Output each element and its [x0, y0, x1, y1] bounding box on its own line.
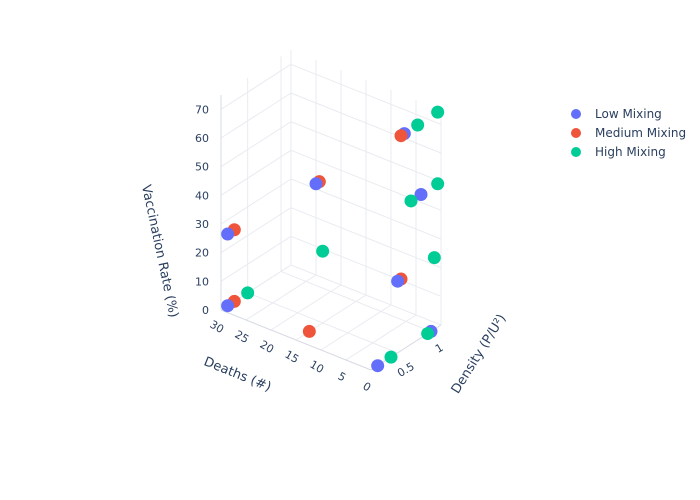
data-point-high-mixing[interactable] — [421, 327, 435, 341]
z-tick-label: 50 — [195, 161, 209, 174]
y-tick-label: 20 — [257, 338, 276, 356]
gridline-left-z — [220, 63, 292, 110]
data-point-low-mixing[interactable] — [371, 359, 385, 373]
data-point-high-mixing[interactable] — [431, 105, 445, 119]
gridline-back-z — [290, 63, 442, 125]
gridline-floor-y — [345, 314, 417, 361]
z-tick-label: 40 — [195, 189, 209, 202]
gridline-left-z — [220, 235, 292, 282]
legend-label-medium-mixing[interactable]: Medium Mixing — [595, 126, 686, 140]
legend-marker-high-mixing[interactable] — [571, 147, 581, 157]
gridline-back-z — [290, 207, 442, 269]
data-point-high-mixing[interactable] — [241, 286, 255, 300]
z-tick-label: 20 — [195, 247, 209, 260]
gridline-left-z — [220, 149, 292, 196]
point-layer[interactable] — [221, 105, 445, 373]
gridline-back-z — [290, 235, 442, 297]
y-tick-label: 15 — [282, 348, 301, 366]
data-point-medium-mixing[interactable] — [394, 129, 408, 143]
legend-marker-medium-mixing[interactable] — [571, 128, 581, 138]
y-tick-label: 0 — [360, 380, 373, 395]
gridline-floor-x — [247, 292, 398, 354]
x-tick-label: 1 — [433, 341, 446, 356]
y-tick-label: 10 — [307, 358, 326, 376]
data-point-high-mixing[interactable] — [431, 177, 445, 191]
data-point-high-mixing[interactable] — [316, 244, 330, 258]
legend-label-low-mixing[interactable]: Low Mixing — [595, 107, 662, 121]
z-tick-label: 10 — [195, 275, 209, 288]
legend-label-high-mixing[interactable]: High Mixing — [595, 145, 666, 159]
y-axis-title: Deaths (#) — [201, 354, 273, 395]
z-tick-label: 70 — [195, 103, 209, 116]
legend[interactable]: Low Mixing Medium Mixing High Mixing — [571, 107, 686, 159]
data-point-low-mixing[interactable] — [221, 227, 235, 241]
legend-marker-low-mixing[interactable] — [571, 109, 581, 119]
gridline-left-z — [220, 92, 292, 139]
data-point-high-mixing[interactable] — [427, 251, 441, 265]
grid-layer — [220, 50, 442, 371]
y-tick-label: 25 — [232, 328, 251, 346]
gridline-floor-x — [280, 270, 432, 332]
data-point-medium-mixing[interactable] — [302, 324, 316, 338]
x-tick-label: 0.5 — [395, 360, 417, 380]
gridline-back-z — [290, 92, 442, 154]
gridline-floor-y — [320, 304, 392, 351]
gridline-floor-y — [270, 284, 342, 331]
y-axis-line — [220, 309, 372, 371]
y-tick-label: 30 — [207, 318, 226, 336]
gridline-left-z — [220, 121, 292, 168]
z-tick-label: 60 — [195, 132, 209, 145]
x-axis-title: Density (P/U²) — [449, 312, 510, 397]
gridline-floor-y — [245, 274, 317, 321]
data-point-low-mixing[interactable] — [221, 299, 235, 313]
y-tick-label: 5 — [335, 370, 348, 385]
data-point-high-mixing[interactable] — [404, 194, 418, 208]
data-point-high-mixing[interactable] — [384, 350, 398, 364]
z-tick-label: 30 — [195, 218, 209, 231]
data-point-low-mixing[interactable] — [309, 177, 323, 191]
data-point-low-mixing[interactable] — [391, 274, 405, 288]
data-point-high-mixing[interactable] — [411, 118, 425, 132]
gridline-back-z — [290, 121, 442, 183]
gridline-left-z — [220, 178, 292, 225]
z-axis-title: Vaccination Rate (%) — [138, 183, 181, 319]
data-point-low-mixing[interactable] — [414, 188, 428, 202]
gridline-left-z — [220, 207, 292, 254]
z-tick-label: 0 — [202, 304, 209, 317]
